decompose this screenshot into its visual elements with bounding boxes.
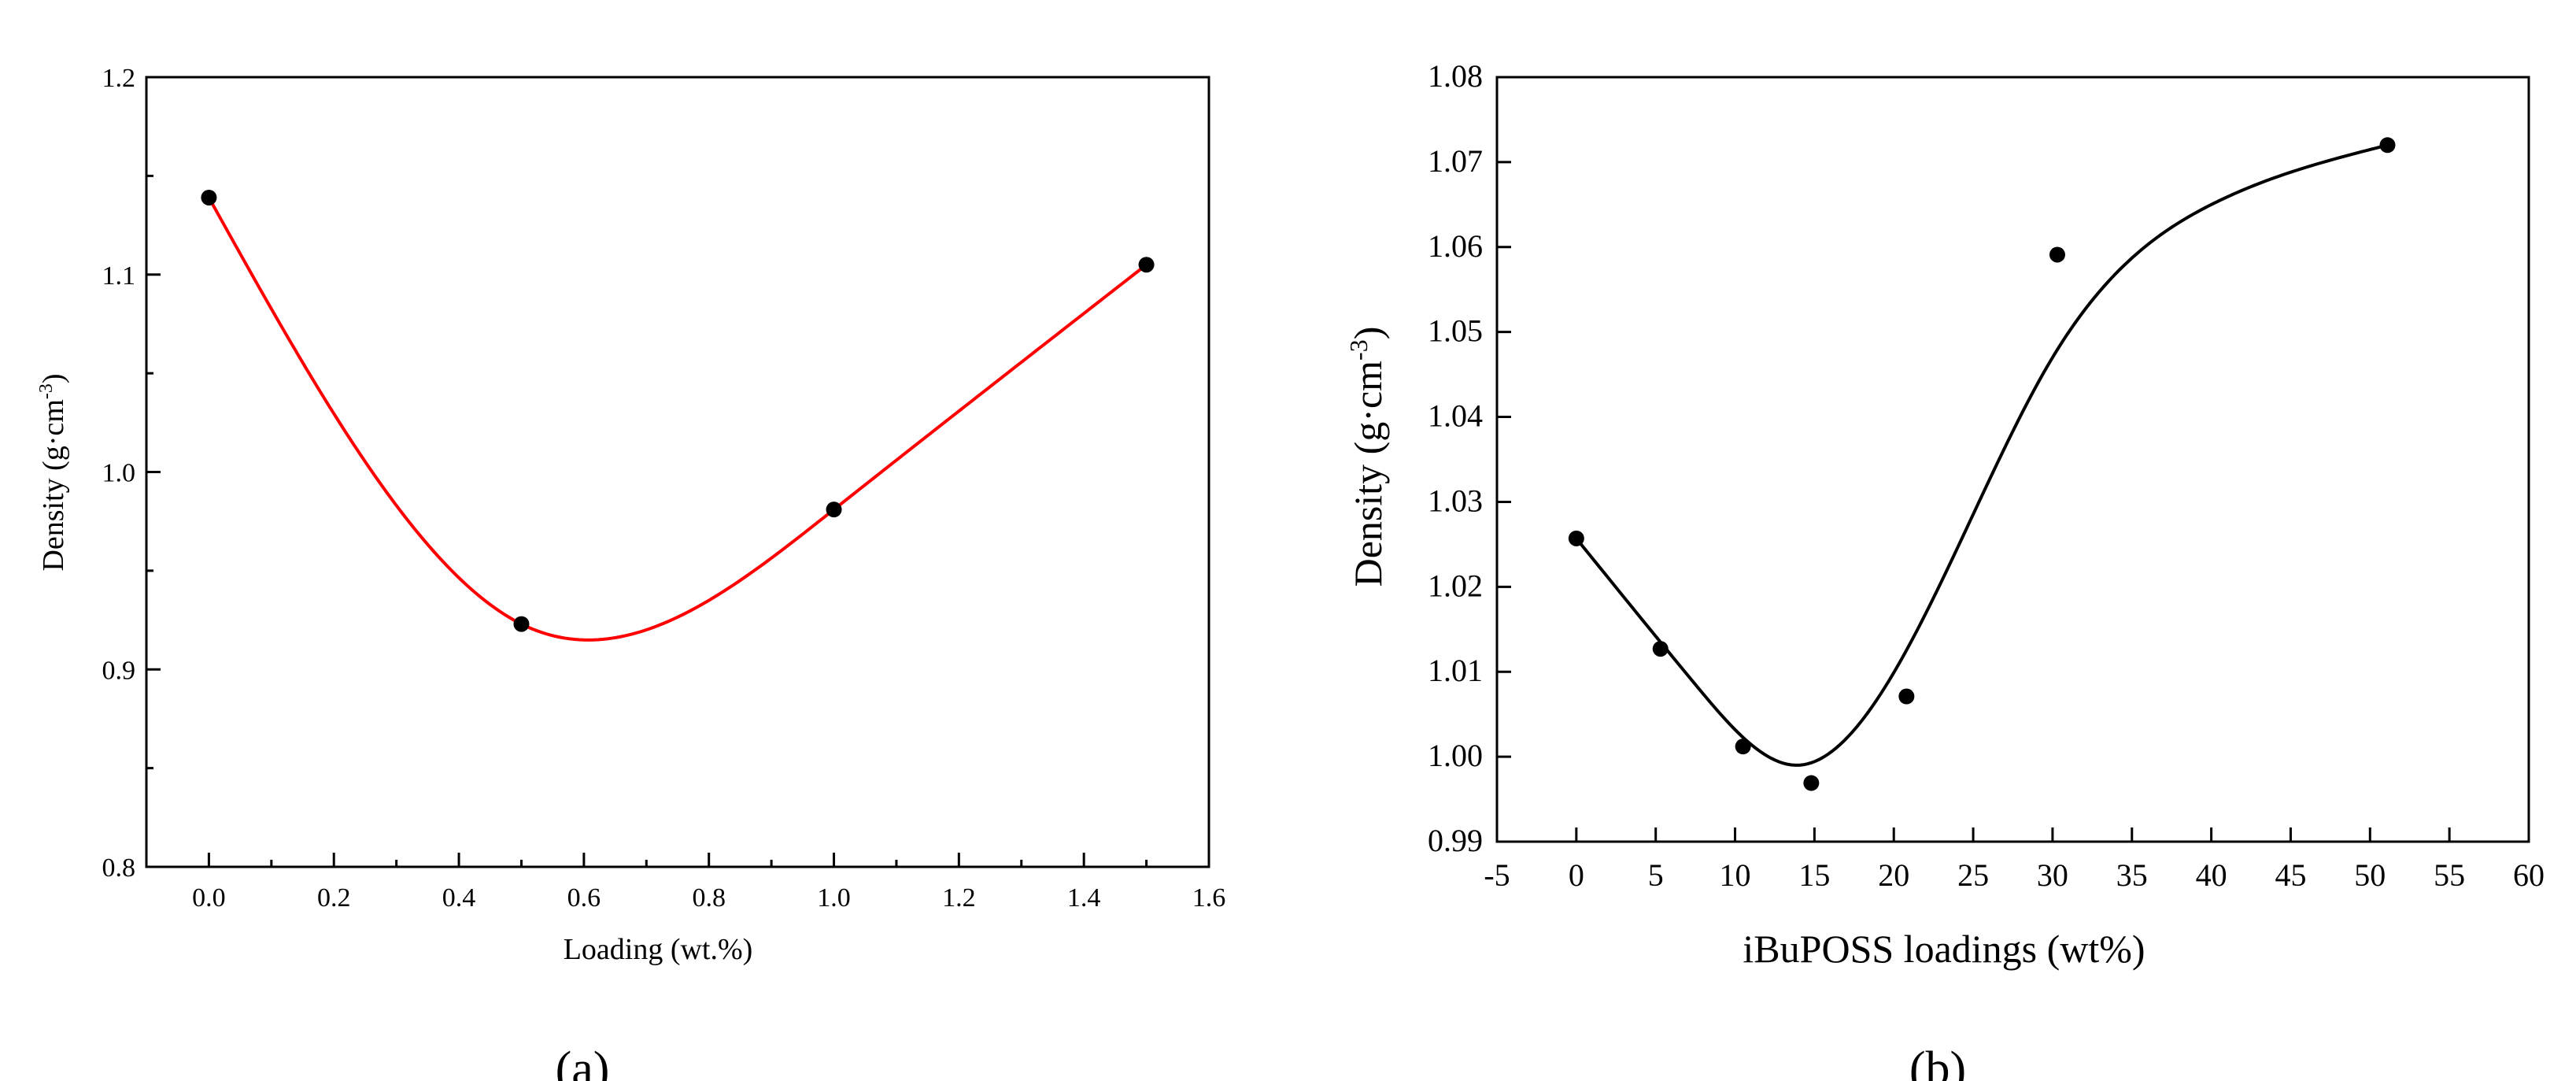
b-x-tick-label: 10 (1720, 857, 1751, 893)
b-data-point (1735, 739, 1751, 755)
panel-b-y-axis-label-sup: -3 (1344, 339, 1373, 361)
b-y-tick-label: 1.04 (1428, 398, 1483, 434)
b-x-tick-label: 35 (2116, 857, 2148, 893)
panel-b-y-axis-label: Density (g·cm-3) (1344, 327, 1390, 587)
b-x-tick-label: 20 (1878, 857, 1909, 893)
panel-b-y-ticks: 0.99 1.00 1.01 1.02 1.03 1.04 1.05 1.06 1.07 1.08 (1428, 58, 1511, 858)
b-y-tick-label: 1.03 (1428, 483, 1483, 518)
b-data-point (2379, 137, 2396, 154)
a-y-tick-label: 1.1 (102, 261, 136, 291)
b-data-point (1568, 530, 1584, 546)
a-x-tick-label: 0.2 (317, 883, 351, 913)
b-y-tick-label: 1.06 (1428, 228, 1483, 264)
a-y-tick-label: 1.0 (102, 459, 136, 488)
panel-b-chart: -5 0 5 10 15 20 25 30 35 40 45 50 55 60 0.99 1.00 1.01 1… (1344, 58, 2545, 1081)
b-y-tick-label: 1.00 (1428, 738, 1483, 773)
panel-b-y-axis-label-close: ) (1346, 327, 1390, 340)
b-y-tick-label: 1.07 (1428, 143, 1483, 179)
a-x-tick-label: 1.0 (817, 883, 851, 913)
b-x-tick-label: 40 (2196, 857, 2227, 893)
panel-b-plot-frame (1495, 76, 2530, 843)
b-y-tick-label: 1.02 (1428, 568, 1483, 603)
panel-a-data-points (201, 189, 1155, 632)
panel-b-data-points (1568, 137, 2396, 791)
b-data-point (1898, 688, 1915, 705)
a-data-point (513, 616, 530, 632)
a-data-point (201, 189, 217, 205)
b-y-tick-label: 0.99 (1428, 823, 1483, 858)
b-y-tick-label: 1.01 (1428, 653, 1483, 688)
a-x-tick-label: 0.4 (442, 883, 476, 913)
a-data-point (826, 502, 842, 518)
b-y-tick-label: 1.08 (1428, 58, 1483, 94)
a-x-tick-label: 1.6 (1192, 883, 1226, 913)
b-data-point (2049, 246, 2065, 263)
panel-b-caption: (b) (1909, 1042, 1966, 1081)
a-y-tick-label: 0.9 (102, 656, 136, 685)
panel-b-x-ticks: -5 0 5 10 15 20 25 30 35 40 45 50 55 60 (1484, 827, 2545, 893)
panel-a-y-axis-label: Density (g·cm-3) (36, 373, 70, 571)
panel-a-y-axis-label-sup: -3 (36, 383, 57, 399)
a-x-tick-label: 0.0 (192, 883, 226, 913)
a-x-tick-label: 0.6 (567, 883, 601, 913)
panel-b-x-axis-label: iBuPOSS loadings (wt%) (1743, 927, 2145, 971)
a-x-tick-label: 0.8 (692, 883, 726, 913)
panel-a-fit-curve-layer (207, 196, 1148, 642)
b-x-tick-label: 30 (2037, 857, 2068, 893)
b-fit-curve (1575, 143, 2388, 767)
b-x-tick-label: 15 (1798, 857, 1830, 893)
a-y-tick-label: 0.8 (102, 853, 136, 883)
b-x-tick-label: 45 (2275, 857, 2306, 893)
panel-a-y-axis-label-close: ) (37, 373, 70, 383)
b-x-tick-label: -5 (1484, 857, 1510, 893)
a-y-tick-label: 1.2 (102, 64, 136, 93)
panel-a-plot-frame (145, 76, 1210, 868)
b-x-tick-label: 5 (1648, 857, 1664, 893)
a-fit-curve (207, 196, 1148, 642)
b-x-tick-label: 0 (1569, 857, 1584, 893)
a-x-tick-label: 1.2 (942, 883, 976, 913)
panel-a-x-ticks: 0.0 0.2 0.4 0.6 0.8 1.0 1.2 1.4 1.6 (192, 853, 1225, 913)
a-data-point (1138, 257, 1155, 273)
panel-a-x-axis-label: Loading (wt.%) (564, 933, 753, 966)
b-data-point (1803, 775, 1820, 791)
a-x-tick-label: 1.4 (1067, 883, 1101, 913)
b-x-tick-label: 25 (1957, 857, 1989, 893)
panel-a-y-ticks: 0.8 0.9 1.0 1.1 1.2 (102, 64, 161, 883)
panel-a-y-axis-label-main: Density (g·cm (37, 399, 70, 571)
b-x-tick-label: 50 (2354, 857, 2386, 893)
b-y-tick-label: 1.05 (1428, 313, 1483, 349)
b-x-tick-label: 60 (2513, 857, 2545, 893)
panel-a-chart: 0.0 0.2 0.4 0.6 0.8 1.0 1.2 1.4 1.6 0.8 0.9 1.0 1.1… (36, 64, 1225, 1081)
panel-b-y-axis-label-main: Density (g·cm (1346, 361, 1390, 587)
b-x-tick-label: 55 (2434, 857, 2465, 893)
b-data-point (1652, 641, 1669, 657)
panel-a-caption: (a) (556, 1042, 610, 1081)
panel-b-fit-curve-layer (1575, 143, 2388, 767)
